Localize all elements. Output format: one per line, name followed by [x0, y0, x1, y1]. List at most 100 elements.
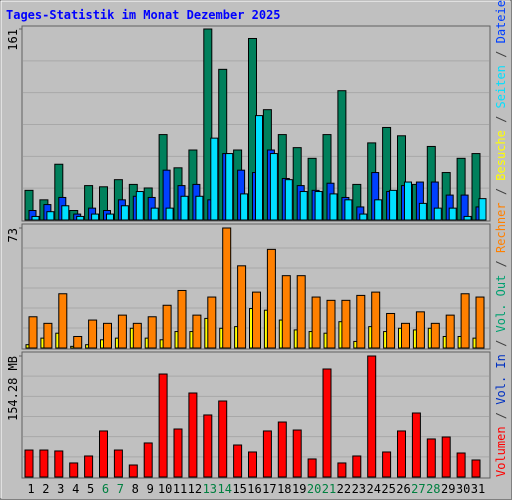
- x-tick-label: 28: [426, 482, 440, 496]
- bar: [43, 322, 53, 349]
- x-tick-label: 20: [307, 482, 321, 496]
- bar: [374, 199, 383, 221]
- bar: [471, 459, 481, 478]
- bar: [311, 296, 321, 349]
- x-tick-label: 26: [396, 482, 410, 496]
- legend-separator: /: [494, 253, 508, 275]
- bar: [255, 115, 263, 221]
- bar: [359, 213, 368, 221]
- x-tick-label: 16: [247, 482, 261, 496]
- x-tick-label: 1: [27, 482, 34, 496]
- bar: [277, 421, 287, 478]
- bar: [39, 449, 49, 478]
- bar: [475, 296, 485, 349]
- bar: [299, 191, 308, 221]
- bar: [143, 442, 153, 478]
- bar: [188, 392, 198, 478]
- bar: [252, 291, 261, 349]
- legend-separator: /: [494, 405, 508, 427]
- bar: [73, 335, 83, 349]
- x-tick-label: 5: [87, 482, 94, 496]
- bar: [322, 368, 332, 478]
- bar: [389, 189, 398, 221]
- bar: [218, 400, 228, 478]
- x-tick-label: 13: [203, 482, 217, 496]
- bar: [58, 293, 68, 349]
- legend-entry: Dateien: [494, 0, 508, 43]
- bar: [233, 444, 243, 478]
- legend-entry: Vol. Out: [494, 275, 508, 333]
- bar: [307, 458, 317, 478]
- bar: [371, 291, 381, 349]
- legend: Volumen / Vol. In / Vol. Out / Rechner /…: [494, 0, 508, 477]
- bar: [128, 464, 138, 478]
- bar: [117, 314, 127, 349]
- bar: [120, 205, 129, 221]
- bar: [415, 311, 425, 349]
- bar: [281, 275, 291, 349]
- bar: [76, 215, 85, 221]
- x-tick-label: 10: [158, 482, 172, 496]
- bar: [367, 355, 377, 478]
- bar: [478, 198, 487, 221]
- bar: [266, 248, 276, 349]
- bar: [177, 289, 187, 349]
- legend-separator: /: [494, 43, 508, 65]
- legend-entry: Vol. In: [494, 354, 508, 405]
- x-tick-label: 12: [188, 482, 202, 496]
- bar: [106, 213, 114, 221]
- x-tick-label: 27: [411, 482, 425, 496]
- x-tick-label: 24: [366, 482, 380, 496]
- bar: [341, 299, 351, 349]
- x-tick-label: 21: [322, 482, 336, 496]
- bar: [147, 316, 157, 349]
- bar: [326, 299, 336, 349]
- bar: [132, 322, 142, 349]
- bar: [426, 438, 436, 478]
- chart-title: Tages-Statistik im Monat Dezember 2025: [6, 8, 281, 22]
- bar: [430, 322, 440, 349]
- x-tick-label: 31: [471, 482, 485, 496]
- x-tick-label: 29: [441, 482, 455, 496]
- bar: [314, 191, 323, 221]
- bar: [382, 451, 392, 478]
- bar: [248, 451, 257, 478]
- x-tick-label: 17: [262, 482, 276, 496]
- x-tick-label: 4: [72, 482, 79, 496]
- bar: [192, 314, 202, 349]
- bar: [456, 452, 466, 478]
- x-tick-label: 9: [147, 482, 154, 496]
- bar: [54, 450, 64, 478]
- x-tick-label: 11: [173, 482, 187, 496]
- y-tick-label: 161: [6, 29, 20, 51]
- x-tick-label: 7: [117, 482, 124, 496]
- legend-entry: Volumen: [494, 426, 508, 477]
- legend-entry: Besuche: [494, 130, 508, 181]
- bar: [411, 412, 421, 478]
- bar: [225, 153, 234, 221]
- bar: [46, 211, 55, 221]
- x-tick-label: 8: [132, 482, 139, 496]
- legend-entry: Rechner: [494, 202, 508, 253]
- bar: [180, 195, 189, 221]
- bar: [150, 207, 159, 221]
- bar: [210, 137, 219, 221]
- bar: [61, 205, 70, 221]
- x-tick-label: 15: [232, 482, 246, 496]
- bar: [88, 319, 98, 349]
- bar: [386, 312, 396, 349]
- legend-entry: Seiten: [494, 65, 508, 108]
- bar: [91, 213, 100, 221]
- bar: [356, 294, 366, 349]
- bar: [445, 314, 455, 349]
- x-tick-label: 22: [337, 482, 351, 496]
- bar: [240, 193, 249, 221]
- bar: [284, 179, 293, 221]
- bar: [207, 296, 217, 349]
- x-tick-label: 14: [217, 482, 231, 496]
- bar: [28, 316, 38, 349]
- bar: [344, 199, 353, 221]
- bar: [24, 449, 34, 478]
- bar: [441, 436, 451, 478]
